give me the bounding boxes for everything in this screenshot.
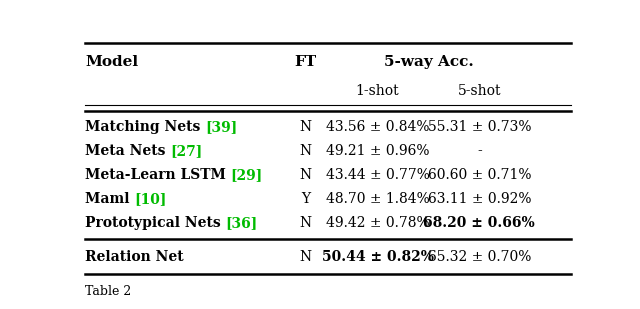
Text: Model: Model (85, 55, 138, 69)
Text: Meta-Learn LSTM: Meta-Learn LSTM (85, 168, 230, 182)
Text: Meta Nets: Meta Nets (85, 144, 170, 158)
Text: 43.44 ± 0.77%: 43.44 ± 0.77% (326, 168, 429, 182)
Text: N: N (300, 168, 312, 182)
Text: Y: Y (301, 192, 310, 206)
Text: 63.11 ± 0.92%: 63.11 ± 0.92% (428, 192, 531, 206)
Text: 48.70 ± 1.84%: 48.70 ± 1.84% (326, 192, 429, 206)
Text: 1-shot: 1-shot (356, 84, 399, 98)
Text: [39]: [39] (205, 121, 237, 134)
Text: 5-shot: 5-shot (458, 84, 501, 98)
Text: 68.20 ± 0.66%: 68.20 ± 0.66% (424, 216, 535, 230)
Text: 49.42 ± 0.78%: 49.42 ± 0.78% (326, 216, 429, 230)
Text: 5-way Acc.: 5-way Acc. (383, 55, 474, 69)
Text: 65.32 ± 0.70%: 65.32 ± 0.70% (428, 250, 531, 264)
Text: 60.60 ± 0.71%: 60.60 ± 0.71% (428, 168, 531, 182)
Text: N: N (300, 216, 312, 230)
Text: Relation Net: Relation Net (85, 250, 184, 264)
Text: N: N (300, 121, 312, 134)
Text: FT: FT (294, 55, 317, 69)
Text: [36]: [36] (225, 216, 258, 230)
Text: Maml: Maml (85, 192, 134, 206)
Text: 49.21 ± 0.96%: 49.21 ± 0.96% (326, 144, 429, 158)
Text: 50.44 ± 0.82%: 50.44 ± 0.82% (321, 250, 434, 264)
Text: Matching Nets: Matching Nets (85, 121, 205, 134)
Text: Prototypical Nets: Prototypical Nets (85, 216, 225, 230)
Text: [10]: [10] (134, 192, 166, 206)
Text: [29]: [29] (230, 168, 263, 182)
Text: N: N (300, 250, 312, 264)
Text: Table 2: Table 2 (85, 285, 131, 298)
Text: N: N (300, 144, 312, 158)
Text: -: - (477, 144, 482, 158)
Text: [27]: [27] (170, 144, 203, 158)
Text: 55.31 ± 0.73%: 55.31 ± 0.73% (428, 121, 531, 134)
Text: 43.56 ± 0.84%: 43.56 ± 0.84% (326, 121, 429, 134)
